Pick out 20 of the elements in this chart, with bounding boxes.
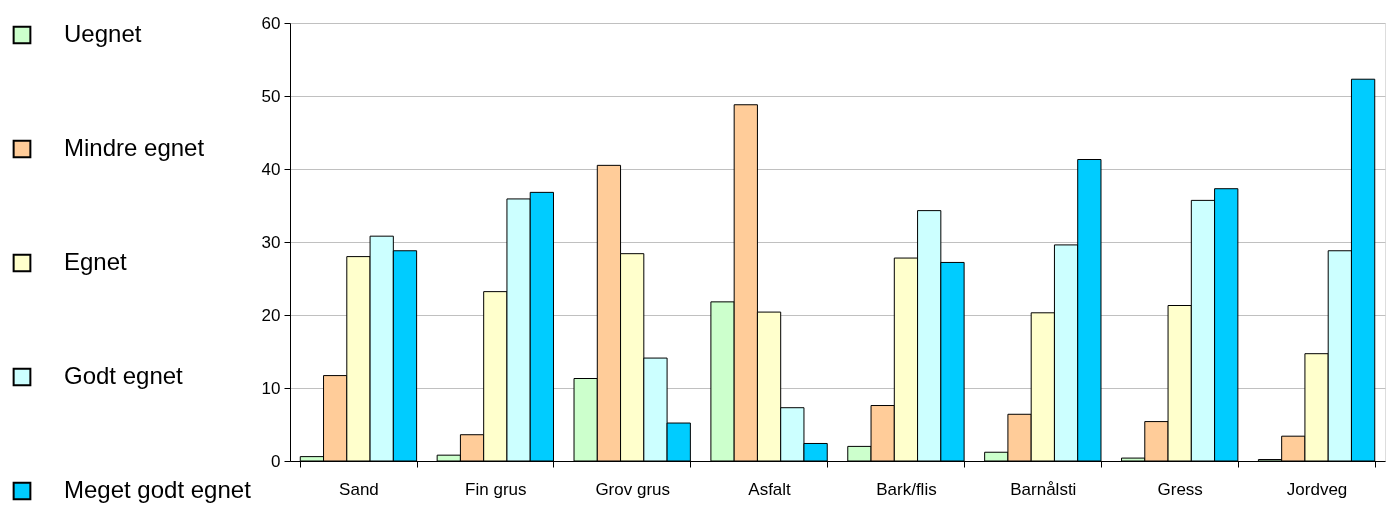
legend-label: Egnet [64, 248, 128, 275]
y-tick-label: 30 [261, 232, 281, 252]
x-tick-label: Barnålsti [1010, 479, 1077, 499]
y-tick-label: 20 [261, 305, 281, 325]
y-tick-label: 0 [271, 451, 281, 471]
y-tick-label: 40 [261, 159, 281, 179]
y-tick-label: 10 [261, 378, 281, 398]
x-tick-label: Fin grus [465, 479, 527, 499]
legend-label: Meget godt egnet [64, 476, 252, 503]
x-tick-label: Gress [1157, 479, 1203, 499]
y-tick-label: 60 [261, 13, 281, 33]
x-tick-label: Jordveg [1286, 479, 1348, 499]
legend-label: Godt egnet [64, 362, 184, 389]
x-tick-label: Asfalt [748, 479, 792, 499]
y-tick-label: 50 [261, 86, 281, 106]
legend-label: Uegnet [64, 20, 142, 47]
legend-label: Mindre egnet [64, 134, 205, 161]
x-tick-label: Grov grus [595, 479, 671, 499]
x-tick-label: Sand [339, 479, 379, 499]
x-tick-label: Bark/flis [876, 479, 937, 499]
